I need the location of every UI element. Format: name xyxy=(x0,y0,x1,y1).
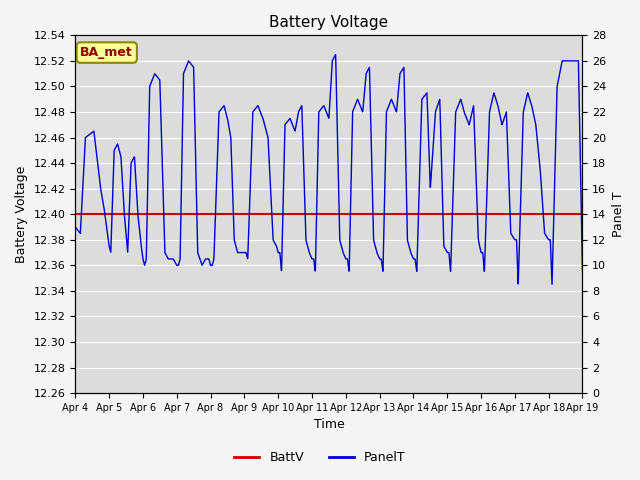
Y-axis label: Battery Voltage: Battery Voltage xyxy=(15,166,28,263)
Legend: BattV, PanelT: BattV, PanelT xyxy=(229,446,411,469)
Title: Battery Voltage: Battery Voltage xyxy=(269,15,388,30)
X-axis label: Time: Time xyxy=(314,419,344,432)
Y-axis label: Panel T: Panel T xyxy=(612,192,625,237)
Text: BA_met: BA_met xyxy=(81,46,133,59)
